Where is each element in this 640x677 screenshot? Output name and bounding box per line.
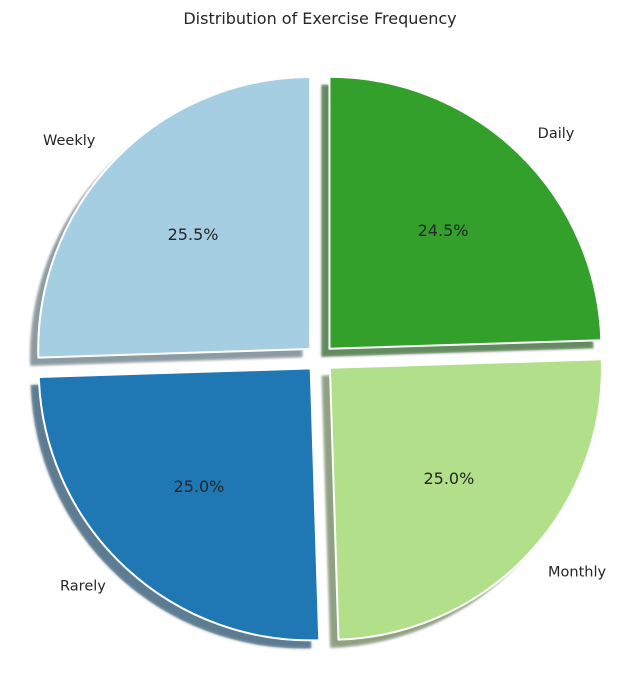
pie-labels: Daily 24.5% Monthly 25.0% Rarely 25.0% Weekly 2…: [43, 126, 606, 595]
slice-label-rarely: Rarely: [60, 579, 106, 595]
chart-title: Distribution of Exercise Frequency: [183, 9, 456, 28]
pie-slice-daily: [328, 75, 603, 350]
slice-label-monthly: Monthly: [548, 565, 606, 581]
pie-slices: [37, 75, 603, 642]
pie-slice-rarely: [37, 367, 321, 642]
pie-slice-monthly: [328, 358, 603, 641]
slice-label-weekly: Weekly: [43, 133, 96, 149]
slice-percent-weekly: 25.5%: [168, 225, 219, 244]
slice-percent-monthly: 25.0%: [423, 469, 474, 488]
slice-label-daily: Daily: [538, 126, 575, 142]
slice-percent-rarely: 25.0%: [174, 477, 225, 496]
slice-percent-daily: 24.5%: [418, 221, 469, 240]
pie-slice-weekly: [37, 76, 312, 359]
